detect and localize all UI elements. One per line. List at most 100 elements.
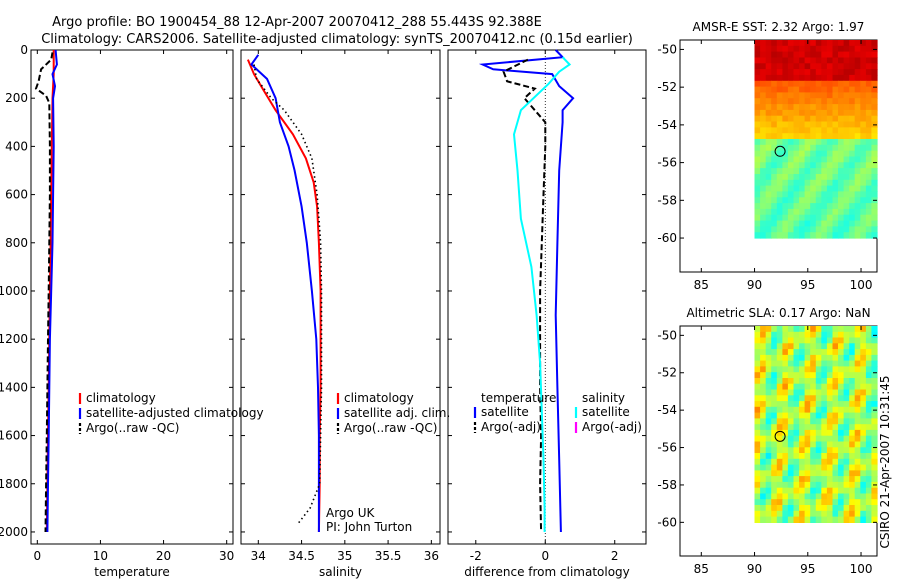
heatmap-cell <box>804 331 811 339</box>
heatmap-cell <box>776 63 783 70</box>
heatmap-cell <box>754 343 761 350</box>
heatmap-cell <box>793 63 800 70</box>
heatmap-cell <box>804 458 811 466</box>
heatmap-cell <box>799 464 806 471</box>
heatmap-cell <box>799 191 806 198</box>
heatmap-cell <box>776 412 783 419</box>
heatmap-cell <box>804 174 811 181</box>
heatmap-cell <box>821 510 828 518</box>
heatmap-cell <box>838 80 845 88</box>
heatmap-cell <box>843 418 850 425</box>
heatmap-cell <box>782 435 789 443</box>
heatmap-cell <box>821 208 828 216</box>
heatmap-cell <box>815 168 822 175</box>
heatmap-cell <box>810 354 817 362</box>
heatmap-cell <box>843 349 850 356</box>
heatmap-cell <box>865 331 873 339</box>
heatmap-cell <box>765 185 772 192</box>
heatmap-cell <box>765 150 772 158</box>
heatmap-cell <box>787 133 795 140</box>
heatmap-cell <box>787 214 795 222</box>
heatmap-cell <box>765 435 772 443</box>
heatmap-cell <box>754 447 761 454</box>
heatmap-cell <box>821 406 828 414</box>
heatmap-cell <box>765 487 772 495</box>
heatmap-cell <box>854 406 861 414</box>
heatmap-cell <box>804 57 811 64</box>
heatmap-cell <box>821 401 828 408</box>
heatmap-cell <box>810 45 817 53</box>
heatmap-cell <box>771 349 778 356</box>
heatmap-cell <box>826 499 834 506</box>
heatmap-cell <box>826 162 834 169</box>
x-tick-label: 95 <box>800 562 815 576</box>
heatmap-cell <box>821 232 828 239</box>
heatmap-cell <box>832 464 839 471</box>
heatmap-cell <box>860 406 867 414</box>
heatmap-cell <box>804 74 811 82</box>
heatmap-cell <box>804 412 811 419</box>
heatmap-cell <box>826 51 834 58</box>
heatmap-cell <box>871 424 878 431</box>
heatmap-cell <box>838 470 845 477</box>
heatmap-cell <box>782 214 789 222</box>
heatmap-cell <box>804 476 811 483</box>
heatmap-cell <box>810 139 817 146</box>
heatmap-cell <box>793 499 800 506</box>
heatmap-cell <box>838 372 845 379</box>
heatmap-cell <box>782 401 789 408</box>
heatmap-cell <box>771 441 778 448</box>
heatmap-cell <box>793 69 800 76</box>
heatmap-cell <box>815 92 822 99</box>
heatmap-cell <box>843 470 850 477</box>
heatmap-cell <box>826 424 834 431</box>
heatmap-cell <box>754 197 761 204</box>
map-title: Altimetric SLA: 0.17 Argo: NaN <box>686 306 870 320</box>
heatmap-cell <box>849 476 856 483</box>
heatmap-cell <box>838 57 845 64</box>
heatmap-cell <box>787 389 795 396</box>
heatmap-cell <box>865 418 873 425</box>
legend-group-title: temperature <box>481 391 556 405</box>
heatmap-cell <box>860 412 867 419</box>
heatmap-cell <box>793 127 800 134</box>
heatmap-cell <box>832 366 839 373</box>
heatmap-cell <box>838 349 845 356</box>
heatmap-cell <box>815 220 822 227</box>
heatmap-cell <box>849 470 856 477</box>
heatmap-cell <box>838 162 845 169</box>
heatmap-cell <box>804 133 811 140</box>
heatmap-cell <box>754 481 761 489</box>
heatmap-cell <box>760 121 767 128</box>
x-tick-label: 35 <box>337 549 352 563</box>
heatmap-cell <box>815 139 822 146</box>
heatmap-cell <box>843 127 850 134</box>
heatmap-cell <box>804 144 811 152</box>
heatmap-cell <box>815 366 822 373</box>
heatmap-cell <box>804 127 811 134</box>
heatmap-cell <box>843 435 850 443</box>
heatmap-cell <box>771 179 778 187</box>
heatmap-cell <box>860 378 867 385</box>
heatmap-cell <box>826 92 834 99</box>
heatmap-cell <box>815 429 822 437</box>
heatmap-cell <box>782 476 789 483</box>
heatmap-cell <box>832 220 839 227</box>
heatmap-cell <box>754 424 761 431</box>
heatmap-cell <box>815 412 822 419</box>
heatmap-cell <box>832 156 839 163</box>
heatmap-cell <box>760 464 767 471</box>
heatmap-cell <box>854 127 861 134</box>
heatmap-cell <box>854 86 861 93</box>
heatmap-cell <box>854 453 861 460</box>
heatmap-cell <box>815 57 822 64</box>
heatmap-cell <box>849 464 856 471</box>
heatmap-cell <box>782 150 789 158</box>
series-line-blue <box>478 49 575 533</box>
heatmap-cell <box>821 360 828 367</box>
heatmap-cell <box>871 401 878 408</box>
heatmap-cell <box>854 493 861 500</box>
heatmap-cell <box>787 401 795 408</box>
heatmap-cell <box>760 185 767 192</box>
